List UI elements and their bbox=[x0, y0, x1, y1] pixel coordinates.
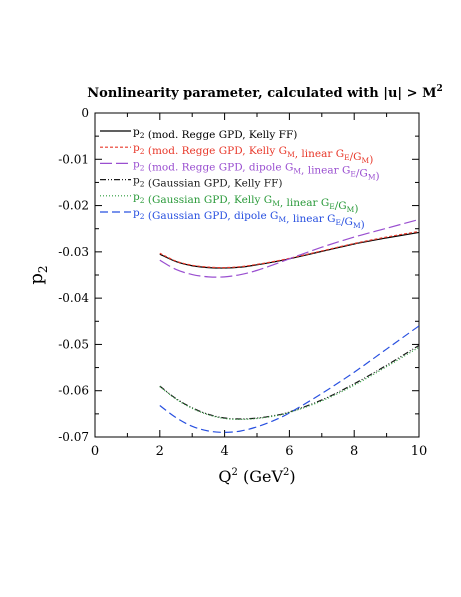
series-line-2 bbox=[159, 230, 420, 269]
x-axis-label: Q2 (GeV2) bbox=[218, 467, 295, 486]
series-line-5 bbox=[159, 346, 420, 421]
series-line-1 bbox=[159, 231, 420, 269]
x-tick-label: 8 bbox=[350, 444, 358, 459]
x-tick-label: 6 bbox=[285, 444, 293, 459]
y-tick-label: -0.07 bbox=[58, 430, 89, 444]
legend-entry-1: p2 (mod. Regge GPD, Kelly FF) bbox=[133, 126, 297, 141]
y-tick-label: 0 bbox=[81, 106, 89, 120]
y-tick-label: -0.03 bbox=[58, 245, 89, 259]
legend-entry-5: p2 (Gaussian GPD, Kelly GM, linear GE/GM… bbox=[133, 191, 358, 215]
legend-entry-3: p2 (mod. Regge GPD, dipole GM, linear GE… bbox=[133, 158, 380, 182]
series-line-3 bbox=[159, 218, 420, 278]
x-tick-label: 0 bbox=[91, 444, 99, 459]
chart-title: Nonlinearity parameter, calculated with … bbox=[87, 84, 442, 101]
legend-entry-2: p2 (mod. Regge GPD, Kelly GM, linear GE/… bbox=[133, 142, 373, 166]
y-tick-label: -0.05 bbox=[58, 337, 89, 351]
y-tick-label: -0.01 bbox=[58, 152, 89, 166]
x-tick-label: 2 bbox=[156, 444, 164, 459]
y-tick-label: -0.02 bbox=[58, 199, 89, 213]
y-tick-label: -0.04 bbox=[58, 291, 89, 305]
series-line-4 bbox=[159, 344, 420, 420]
legend-entry-4: p2 (Gaussian GPD, Kelly FF) bbox=[133, 175, 282, 190]
x-tick-label: 10 bbox=[411, 444, 428, 459]
y-tick-label: -0.06 bbox=[58, 384, 89, 398]
y-axis-label: p2 bbox=[26, 265, 50, 284]
x-tick-label: 4 bbox=[220, 444, 228, 459]
legend-entry-6: p2 (Gaussian GPD, dipole GM, linear GE/G… bbox=[133, 207, 365, 231]
series-line-6 bbox=[159, 325, 420, 433]
